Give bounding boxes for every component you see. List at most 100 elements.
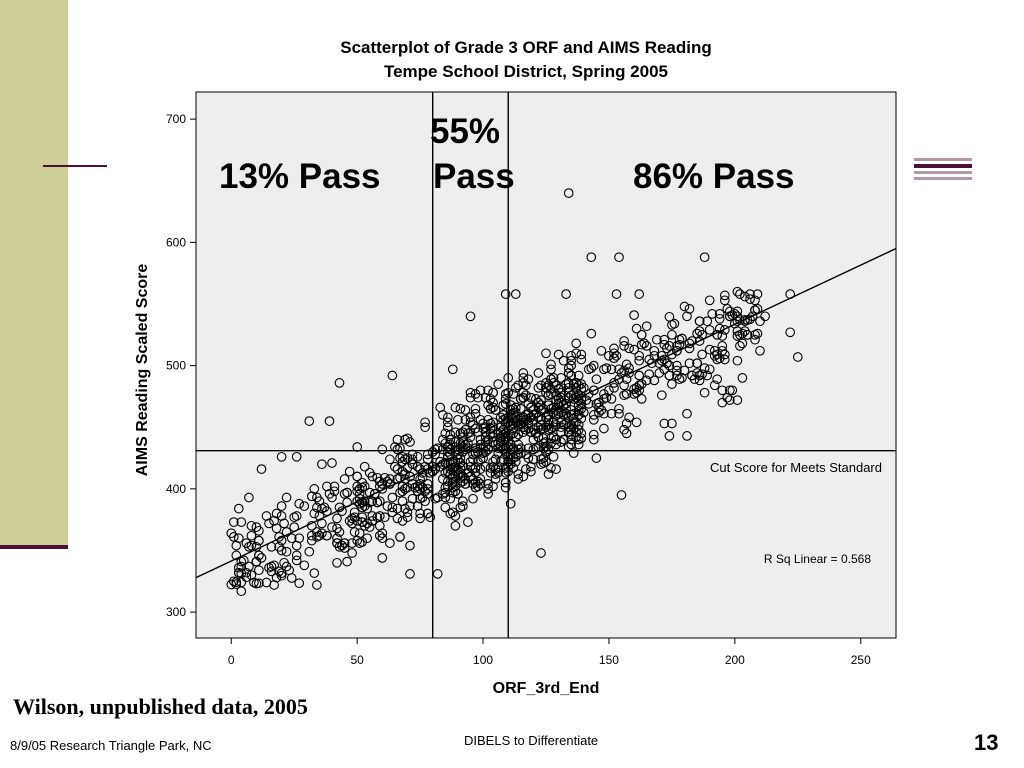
data-point xyxy=(523,423,534,434)
data-point xyxy=(624,368,634,378)
data-point xyxy=(458,501,468,511)
data-point xyxy=(276,451,287,462)
data-point xyxy=(440,492,451,503)
data-point xyxy=(332,557,342,568)
data-point xyxy=(629,344,639,355)
data-point xyxy=(649,375,660,386)
data-point xyxy=(483,479,493,489)
data-point xyxy=(420,422,430,433)
data-point xyxy=(488,402,498,413)
data-point xyxy=(646,358,657,369)
data-point xyxy=(523,374,534,385)
data-point xyxy=(437,410,448,420)
data-point xyxy=(667,329,677,340)
data-point xyxy=(473,481,483,492)
data-point xyxy=(480,437,491,447)
data-point xyxy=(523,453,534,463)
data-point xyxy=(392,513,403,524)
data-point xyxy=(276,501,287,511)
data-point xyxy=(440,428,451,439)
data-point xyxy=(246,520,257,531)
data-point xyxy=(546,364,556,375)
data-point xyxy=(377,444,388,455)
data-point xyxy=(510,456,521,467)
data-point xyxy=(558,355,569,366)
data-point xyxy=(475,479,486,489)
data-point xyxy=(488,387,498,398)
data-point xyxy=(599,389,609,399)
data-point xyxy=(596,345,607,356)
data-point xyxy=(558,419,569,430)
data-point xyxy=(241,538,252,548)
data-point xyxy=(662,343,672,354)
data-point xyxy=(405,540,415,551)
data-point xyxy=(745,294,755,304)
data-point xyxy=(556,422,566,433)
data-point xyxy=(342,487,352,498)
citation-text: Wilson, unpublished data, 2005 xyxy=(13,694,308,719)
data-point xyxy=(508,423,519,434)
data-point xyxy=(659,418,670,429)
data-point xyxy=(500,482,511,493)
data-point xyxy=(442,412,453,423)
data-point xyxy=(488,417,498,428)
data-point xyxy=(669,318,680,329)
data-point xyxy=(359,481,370,492)
data-point xyxy=(543,444,554,455)
data-point xyxy=(299,501,310,511)
data-point xyxy=(470,403,481,414)
region-middle-label-bottom: Pass xyxy=(433,157,515,196)
data-point xyxy=(551,419,561,430)
data-point xyxy=(737,373,748,383)
data-point xyxy=(236,556,247,567)
data-point xyxy=(621,418,632,429)
data-point xyxy=(624,343,634,354)
data-point xyxy=(299,560,310,571)
data-point xyxy=(445,429,456,440)
data-point xyxy=(573,410,584,420)
data-point xyxy=(656,350,667,361)
data-point xyxy=(684,358,695,369)
data-point xyxy=(528,414,539,425)
data-point xyxy=(465,387,476,398)
data-point xyxy=(641,375,652,386)
data-point xyxy=(470,463,481,473)
data-point xyxy=(478,448,488,458)
data-point xyxy=(664,431,675,441)
data-point xyxy=(563,412,574,423)
data-point xyxy=(732,286,743,297)
data-point xyxy=(709,380,720,391)
data-point xyxy=(362,503,373,514)
data-point xyxy=(614,408,624,419)
data-point xyxy=(498,454,509,465)
data-point xyxy=(533,432,544,442)
data-point xyxy=(526,392,536,403)
data-point xyxy=(437,444,448,455)
data-point xyxy=(286,573,297,583)
data-point xyxy=(485,467,496,478)
data-point xyxy=(563,368,574,378)
data-point xyxy=(495,456,506,467)
data-point xyxy=(533,382,544,393)
data-point xyxy=(755,345,765,356)
data-point xyxy=(518,368,529,378)
data-point xyxy=(463,517,473,527)
data-point xyxy=(732,395,743,405)
data-point xyxy=(518,387,529,398)
x-axis-label: ORF_3rd_End xyxy=(493,680,600,697)
data-point xyxy=(719,354,730,365)
data-point xyxy=(435,456,446,467)
right-decor-stripes xyxy=(914,158,972,180)
data-point xyxy=(576,384,587,394)
data-point xyxy=(480,461,491,472)
data-point xyxy=(619,341,629,351)
data-point xyxy=(541,447,551,457)
data-point xyxy=(322,530,332,541)
data-point xyxy=(395,487,405,498)
data-point xyxy=(291,550,302,561)
data-point xyxy=(405,501,415,511)
data-point xyxy=(374,476,385,487)
data-point xyxy=(488,481,498,492)
data-point xyxy=(606,394,617,404)
data-point xyxy=(349,507,360,518)
